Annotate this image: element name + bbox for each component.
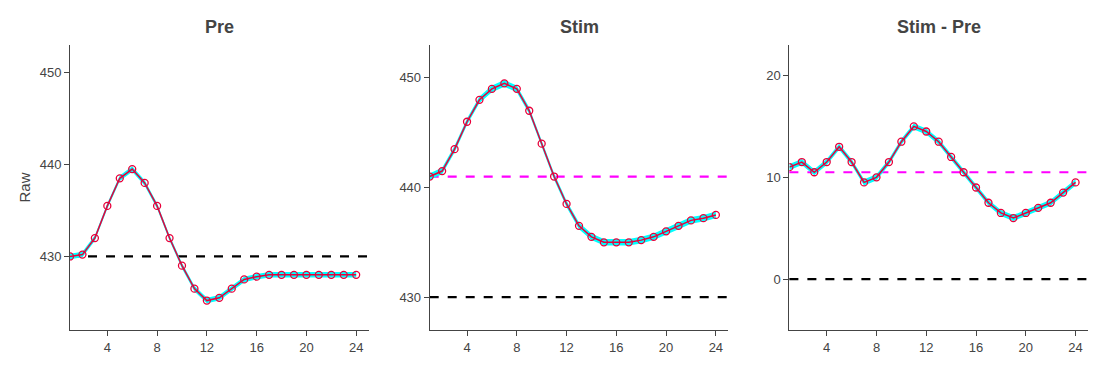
svg-text:20: 20 — [659, 340, 673, 355]
svg-text:450: 450 — [399, 70, 421, 85]
svg-text:Raw: Raw — [16, 172, 33, 202]
svg-text:8: 8 — [513, 340, 520, 355]
svg-text:Stim - Pre: Stim - Pre — [897, 17, 981, 37]
svg-text:0: 0 — [774, 272, 781, 287]
svg-text:24: 24 — [709, 340, 723, 355]
svg-text:20: 20 — [1019, 340, 1033, 355]
svg-text:24: 24 — [1068, 340, 1082, 355]
svg-text:12: 12 — [200, 340, 214, 355]
svg-text:430: 430 — [40, 249, 62, 264]
svg-text:430: 430 — [399, 290, 421, 305]
svg-text:4: 4 — [463, 340, 470, 355]
svg-text:24: 24 — [349, 340, 363, 355]
svg-text:20: 20 — [766, 68, 780, 83]
svg-text:Pre: Pre — [205, 17, 234, 37]
svg-text:8: 8 — [153, 340, 160, 355]
svg-text:440: 440 — [40, 157, 62, 172]
svg-text:16: 16 — [969, 340, 983, 355]
svg-text:16: 16 — [609, 340, 623, 355]
svg-text:450: 450 — [40, 65, 62, 80]
svg-text:12: 12 — [919, 340, 933, 355]
svg-text:8: 8 — [873, 340, 880, 355]
svg-text:4: 4 — [823, 340, 830, 355]
svg-text:4: 4 — [104, 340, 111, 355]
svg-text:20: 20 — [299, 340, 313, 355]
svg-text:12: 12 — [559, 340, 573, 355]
svg-text:440: 440 — [399, 180, 421, 195]
svg-text:Stim: Stim — [560, 17, 599, 37]
svg-text:10: 10 — [766, 170, 780, 185]
svg-text:16: 16 — [249, 340, 263, 355]
